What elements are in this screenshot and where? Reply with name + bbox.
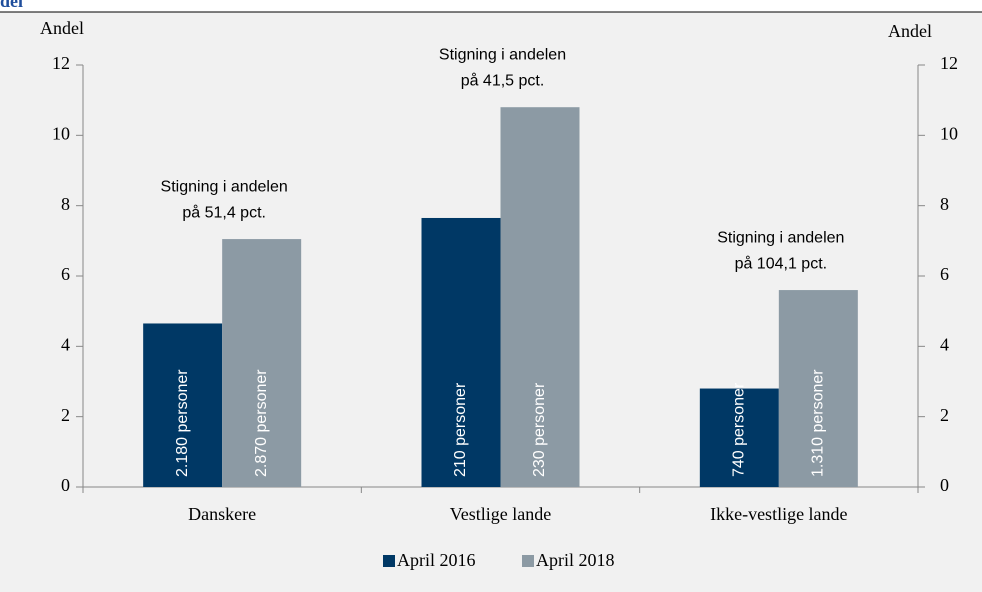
bar xyxy=(778,290,858,487)
y2-tick-label: 8 xyxy=(940,194,949,214)
bar-text: 1.310 personer xyxy=(810,369,827,477)
bar-text: 210 personer xyxy=(452,382,469,477)
bar xyxy=(222,239,302,487)
y2-tick-label: 12 xyxy=(940,53,958,73)
legend-label: April 2018 xyxy=(536,550,615,570)
y-axis-label: Andel xyxy=(40,18,84,38)
bar xyxy=(143,323,223,487)
y2-tick-label: 10 xyxy=(940,123,958,143)
y-tick-label: 12 xyxy=(52,53,70,73)
y2-tick-label: 4 xyxy=(940,334,949,354)
legend-swatch xyxy=(522,555,534,567)
y-tick-label: 8 xyxy=(61,194,70,214)
annotation: Stigning i andelen xyxy=(439,46,566,63)
x-tick-label: Ikke-vestlige lande xyxy=(710,504,847,524)
annotation: på 104,1 pct. xyxy=(735,254,828,272)
chart-title: del xyxy=(0,0,23,11)
bar xyxy=(500,107,580,487)
y-tick-label: 10 xyxy=(52,123,70,143)
y-tick-label: 2 xyxy=(61,405,70,425)
bar xyxy=(421,217,501,487)
annotation: Stigning i andelen xyxy=(717,229,844,246)
bar xyxy=(699,388,779,487)
y2-tick-label: 6 xyxy=(940,264,949,284)
bar-text: 230 personer xyxy=(531,382,548,477)
annotation: på 41,5 pct. xyxy=(461,71,545,89)
bar-text: 2.870 personer xyxy=(253,369,270,477)
y2-axis-label: Andel xyxy=(888,21,932,41)
x-tick-label: Vestlige lande xyxy=(450,504,551,524)
bar-text: 740 personer xyxy=(731,382,748,477)
y-tick-label: 4 xyxy=(61,334,70,354)
y2-tick-label: 2 xyxy=(940,405,949,425)
legend-swatch xyxy=(383,555,395,567)
bar-text: 2.180 personer xyxy=(174,369,191,477)
y-tick-label: 0 xyxy=(61,475,70,495)
annotation: Stigning i andelen xyxy=(161,178,288,195)
annotation: på 51,4 pct. xyxy=(182,203,266,221)
y-tick-label: 6 xyxy=(61,264,70,284)
x-tick-label: Danskere xyxy=(188,504,256,524)
y2-tick-label: 0 xyxy=(940,475,949,495)
legend-label: April 2016 xyxy=(397,550,476,570)
